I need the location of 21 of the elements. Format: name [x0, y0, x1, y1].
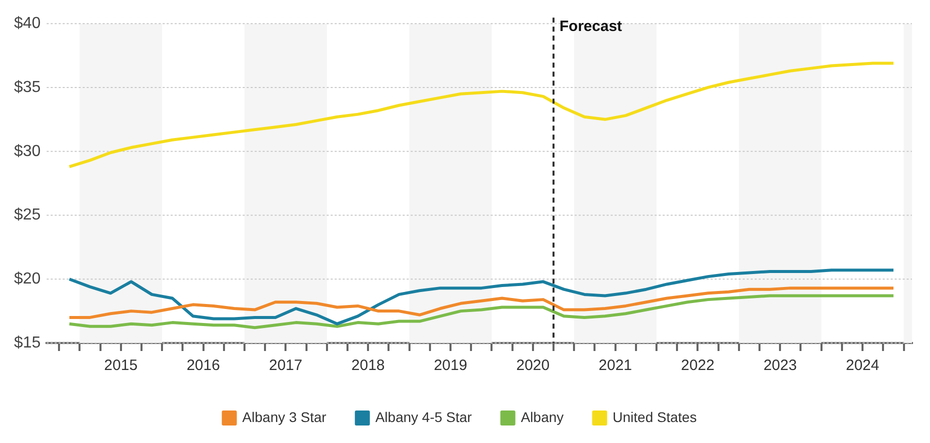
- ref-line-label: Forecast: [560, 18, 622, 36]
- x-tick-label: 2023: [763, 357, 797, 374]
- legend-label: Albany: [520, 408, 564, 425]
- y-tick-label: $40: [14, 15, 41, 32]
- y-tick-label: $25: [14, 206, 41, 224]
- y-tick-label: $15: [14, 334, 41, 352]
- legend-label: United States: [612, 408, 697, 425]
- x-tick-label: 2019: [434, 357, 468, 374]
- x-tick-label: 2017: [268, 357, 302, 374]
- x-tick-label: 2021: [598, 357, 632, 374]
- legend-label: Albany 3 Star: [242, 408, 327, 425]
- y-tick-label: $35: [14, 78, 41, 96]
- x-tick-label: 2022: [681, 357, 714, 374]
- x-tick-label: 2024: [846, 357, 880, 374]
- x-tick-label: 2020: [516, 357, 550, 374]
- y-tick-label: $30: [14, 142, 41, 160]
- legend-label: Albany 4-5 Star: [375, 408, 472, 425]
- y-tick-label: $20: [14, 270, 41, 288]
- x-tick-label: 2018: [351, 357, 385, 374]
- x-tick-label: 2015: [104, 357, 138, 374]
- x-tick-label: 2016: [186, 357, 220, 374]
